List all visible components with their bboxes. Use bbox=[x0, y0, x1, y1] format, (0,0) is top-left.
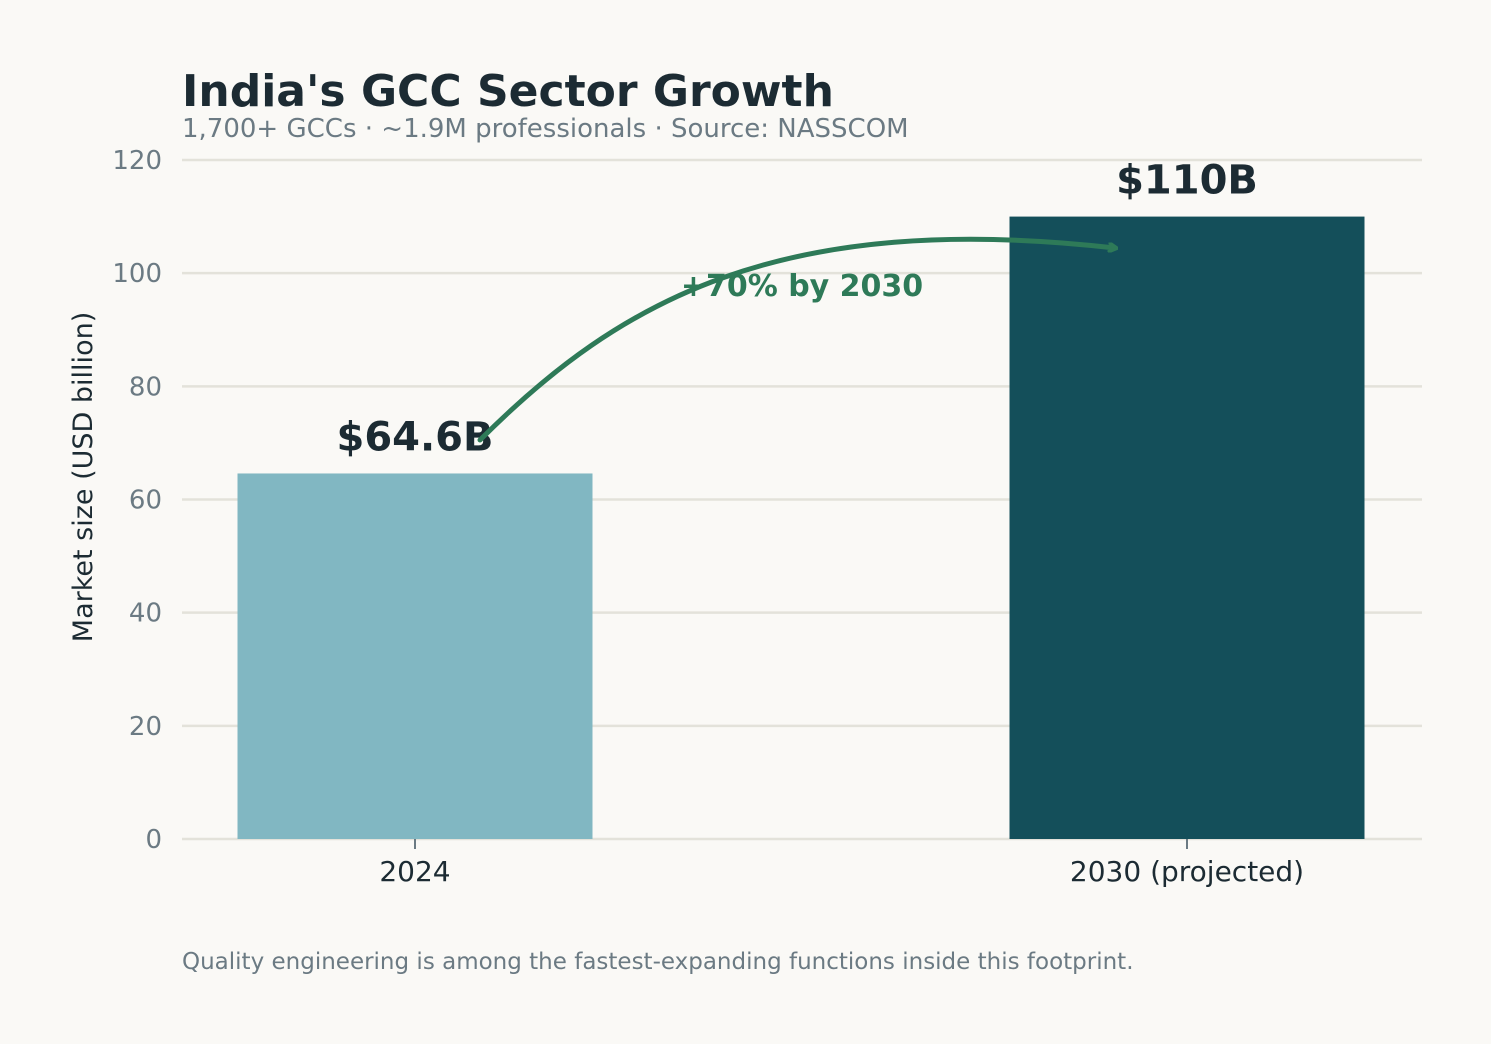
data-label: $110B bbox=[1116, 158, 1258, 204]
x-tick-label: 2030 (projected) bbox=[1070, 855, 1304, 888]
y-tick-label: 100 bbox=[112, 259, 162, 289]
data-label: $64.6B bbox=[336, 414, 493, 460]
y-tick-label: 0 bbox=[145, 825, 162, 855]
x-tick-label: 2024 bbox=[379, 855, 450, 888]
x-axis-ticks: 2024 2030 (projected) bbox=[379, 839, 1304, 888]
y-tick-label: 40 bbox=[129, 599, 162, 629]
data-labels: $64.6B $110B bbox=[336, 158, 1257, 461]
y-axis-ticks: 0 20 40 60 80 100 120 bbox=[112, 146, 162, 855]
chart-subtitle: 1,700+ GCCs · ~1.9M professionals · Sour… bbox=[182, 114, 909, 144]
growth-arrow bbox=[477, 236, 1115, 443]
y-tick-label: 120 bbox=[112, 146, 162, 176]
bars bbox=[237, 216, 1365, 840]
y-tick-label: 20 bbox=[129, 712, 162, 742]
bar-1 bbox=[1009, 216, 1365, 840]
footnote: Quality engineering is among the fastest… bbox=[182, 949, 1134, 975]
chart-title: India's GCC Sector Growth bbox=[182, 66, 834, 117]
bar-0 bbox=[237, 473, 593, 839]
growth-annotation: +70% by 2030 bbox=[681, 269, 923, 304]
y-axis-label: Market size (USD billion) bbox=[68, 312, 99, 642]
y-tick-label: 60 bbox=[129, 486, 162, 516]
y-tick-label: 80 bbox=[129, 372, 162, 402]
